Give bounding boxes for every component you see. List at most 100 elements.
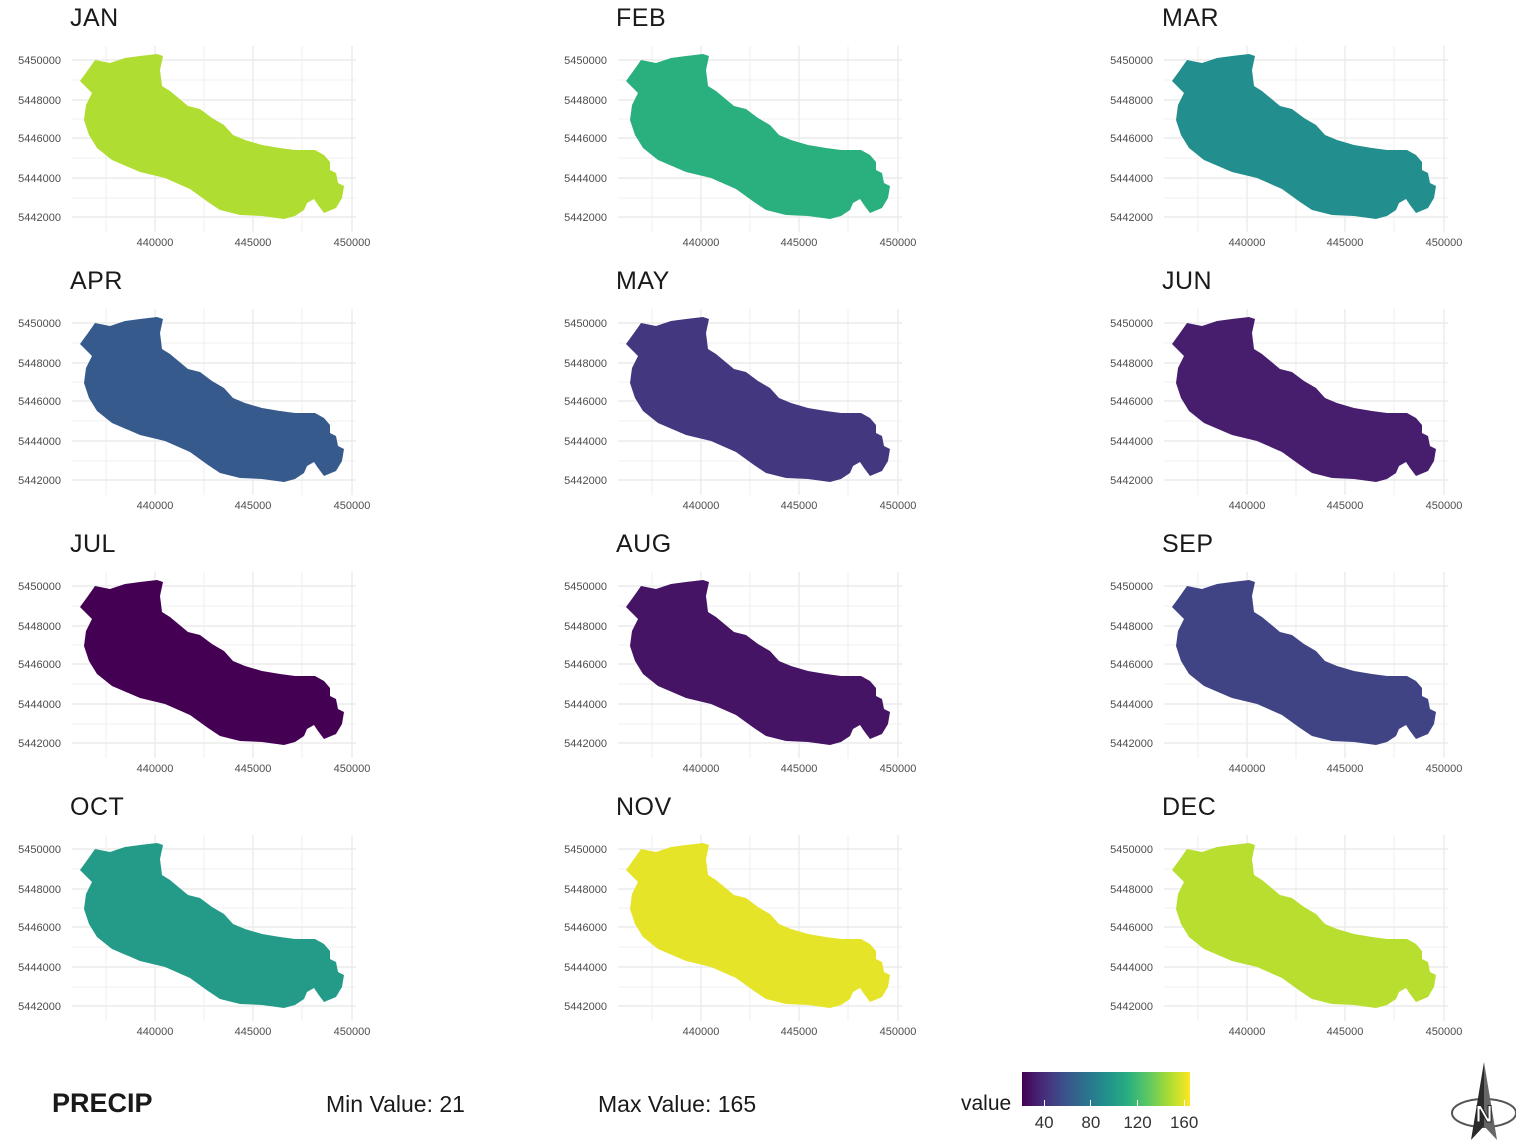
x-tick-label: 450000 [880,1026,917,1038]
y-tick-label: 5442000 [1110,1001,1153,1013]
y-tick-label: 5446000 [18,396,61,408]
map-panel-jul: 5450000 5448000 5446000 5444000 5442000 44000… [0,526,420,788]
panel-title: NOV [616,793,672,821]
map-panel-nov: 5450000 5448000 5446000 5444000 5442000 44000… [546,789,966,1051]
x-tick-label: 450000 [880,500,917,512]
x-tick-label: 445000 [781,500,818,512]
x-tick-label: 450000 [880,763,917,775]
panel-title: JUL [70,530,116,558]
x-tick-label: 445000 [235,1026,272,1038]
y-tick-label: 5446000 [18,133,61,145]
y-tick-label: 5444000 [1110,436,1153,448]
y-tick-label: 5446000 [1110,922,1153,934]
y-tick-label: 5442000 [18,212,61,224]
y-tick-label: 5444000 [18,173,61,185]
panel-title: JUN [1162,267,1213,295]
y-tick-label: 5444000 [18,962,61,974]
map-plot: 5450000 5448000 5446000 5444000 5442000 44000… [1110,572,1462,775]
x-tick-label: 440000 [683,500,720,512]
y-tick-label: 5446000 [18,922,61,934]
max-value-label: Max Value: 165 [598,1091,757,1117]
region-shape [626,317,890,482]
y-tick-label: 5448000 [564,884,607,896]
map-plot: 5450000 5448000 5446000 5444000 5442000 44000… [18,46,370,249]
y-tick-label: 5444000 [1110,699,1153,711]
region-shape [1172,317,1436,482]
y-tick-label: 5442000 [564,212,607,224]
y-tick-label: 5446000 [564,659,607,671]
y-tick-label: 5448000 [564,358,607,370]
y-tick-label: 5448000 [1110,884,1153,896]
x-tick-label: 445000 [235,763,272,775]
y-tick-label: 5446000 [18,659,61,671]
x-tick-label: 445000 [781,1026,818,1038]
y-tick-label: 5442000 [1110,212,1153,224]
north-arrow-icon: N [1451,1062,1516,1140]
panel-title: MAY [616,267,670,295]
region-shape [80,317,344,482]
region-shape [80,580,344,745]
region-shape [1172,54,1436,219]
map-plot: 5450000 5448000 5446000 5444000 5442000 44000… [1110,309,1462,512]
legend-tick-mark [1183,1100,1185,1106]
y-tick-label: 5448000 [18,358,61,370]
y-tick-label: 5442000 [18,1001,61,1013]
y-tick-label: 5444000 [564,699,607,711]
map-plot: 5450000 5448000 5446000 5444000 5442000 44000… [18,572,371,775]
region-shape [80,843,344,1008]
y-tick-label: 5442000 [1110,475,1153,487]
legend-title: value [961,1092,1012,1115]
x-tick-label: 445000 [1327,500,1364,512]
map-plot: 5450000 5448000 5446000 5444000 5442000 44000… [564,572,917,775]
y-tick-label: 5446000 [1110,659,1153,671]
y-tick-label: 5442000 [564,738,607,750]
map-plot: 5450000 5448000 5446000 5444000 5442000 44000… [18,309,370,512]
north-label: N [1475,1101,1492,1128]
variable-label: PRECIP [52,1088,153,1118]
legend-tick-label: 80 [1081,1113,1101,1132]
x-tick-label: 450000 [1426,1026,1463,1038]
map-panel-dec: 5450000 5448000 5446000 5444000 5442000 44000… [1092,789,1512,1051]
panel-title: SEP [1162,530,1214,558]
x-tick-label: 450000 [334,1026,371,1038]
x-tick-label: 445000 [235,500,272,512]
legend-tick-label: 120 [1123,1113,1152,1132]
region-shape [626,580,890,745]
x-tick-label: 445000 [781,237,818,249]
y-tick-label: 5450000 [564,318,607,330]
y-tick-label: 5450000 [564,844,607,856]
x-tick-label: 450000 [1426,237,1463,249]
map-plot: 5450000 5448000 5446000 5444000 5442000 44000… [564,46,916,249]
y-tick-label: 5448000 [564,621,607,633]
y-tick-label: 5450000 [18,581,61,593]
y-tick-label: 5444000 [1110,173,1153,185]
y-tick-label: 5448000 [18,95,61,107]
x-tick-label: 445000 [1327,237,1364,249]
y-tick-label: 5450000 [564,581,607,593]
panel-title: APR [70,267,123,295]
x-tick-label: 445000 [235,237,272,249]
y-tick-label: 5442000 [1110,738,1153,750]
legend-colorbar [1022,1072,1190,1106]
panel-title: OCT [70,793,125,821]
region-shape [626,54,890,219]
region-shape [80,54,344,219]
legend-tick-mark [1043,1100,1045,1106]
y-tick-label: 5448000 [18,884,61,896]
y-tick-label: 5444000 [18,436,61,448]
y-tick-label: 5450000 [1110,844,1153,856]
x-tick-label: 440000 [137,763,174,775]
y-tick-label: 5450000 [1110,318,1153,330]
panel-title: DEC [1162,793,1217,821]
x-tick-label: 440000 [137,500,174,512]
x-tick-label: 440000 [137,1026,174,1038]
x-tick-label: 450000 [334,763,371,775]
y-tick-label: 5448000 [1110,621,1153,633]
y-tick-label: 5444000 [564,173,607,185]
y-tick-label: 5448000 [1110,95,1153,107]
y-tick-label: 5448000 [564,95,607,107]
y-tick-label: 5450000 [1110,55,1153,67]
x-tick-label: 445000 [1327,763,1364,775]
y-tick-label: 5450000 [18,318,61,330]
